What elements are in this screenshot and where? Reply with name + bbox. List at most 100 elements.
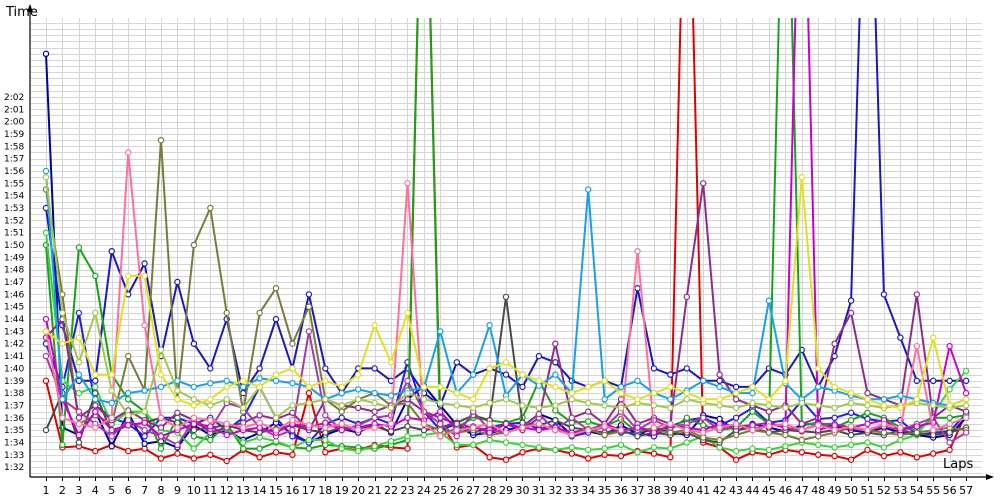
x-tick-label: 11: [203, 484, 217, 497]
x-tick-label: 27: [466, 484, 480, 497]
data-point: [831, 452, 838, 460]
data-point: [174, 377, 181, 384]
data-point: [59, 340, 66, 347]
data-point: [946, 446, 953, 454]
x-tick-label: 56: [943, 484, 957, 497]
data-point: [913, 291, 921, 298]
data-point: [831, 414, 838, 421]
tick-labels: 1:32 1:33 1:34 1:35 1:36 1:37 1:38 1:39 1:40 1:41…: [4, 93, 973, 497]
data-point: [502, 439, 510, 446]
data-point: [190, 420, 198, 428]
data-point: [371, 365, 378, 372]
data-point: [108, 426, 115, 434]
y-tick-label: 2:00: [4, 118, 24, 128]
data-point: [239, 424, 247, 431]
data-point: [683, 426, 691, 434]
data-point: [897, 404, 904, 412]
y-tick-label: 2:02: [4, 93, 24, 103]
data-point: [601, 396, 608, 403]
data-point: [239, 383, 247, 391]
data-point: [667, 420, 674, 428]
data-point: [404, 445, 411, 452]
data-point: [880, 420, 888, 428]
data-point: [305, 328, 313, 335]
data-point: [864, 389, 871, 397]
data-point: [568, 444, 576, 451]
data-point: [289, 340, 296, 347]
data-point: [568, 396, 576, 403]
data-point: [437, 420, 444, 428]
x-tick-label: 31: [532, 484, 546, 497]
data-point: [207, 451, 214, 458]
y-tick-label: 1:45: [4, 303, 24, 313]
x-tick-label: 45: [762, 484, 776, 497]
data-point: [634, 424, 641, 431]
data-point: [519, 402, 526, 409]
data-point: [207, 402, 214, 409]
x-tick-label: 18: [318, 484, 332, 497]
data-point: [519, 449, 526, 456]
data-point: [92, 424, 99, 431]
data-point: [272, 315, 280, 323]
data-point: [535, 404, 543, 412]
data-point: [716, 377, 723, 384]
data-point: [223, 457, 230, 465]
data-point: [847, 409, 855, 416]
data-point: [453, 420, 460, 428]
data-point: [815, 422, 822, 429]
data-point: [108, 433, 115, 440]
y-tick-label: 1:59: [4, 130, 24, 140]
data-point: [174, 424, 181, 431]
data-point: [305, 436, 313, 444]
data-point: [897, 334, 904, 341]
data-point: [486, 399, 493, 407]
x-tick-label: 50: [844, 484, 858, 497]
data-point: [239, 404, 247, 412]
data-point: [798, 426, 806, 434]
data-point: [585, 408, 592, 415]
x-tick-label: 41: [696, 484, 710, 497]
x-axis-title: Laps: [943, 457, 973, 472]
data-point: [601, 445, 608, 452]
data-point: [42, 167, 50, 175]
data-point: [765, 408, 773, 415]
data-point: [700, 377, 707, 384]
data-point: [141, 408, 148, 415]
data-point: [880, 291, 888, 298]
data-point: [716, 424, 723, 431]
data-point: [913, 429, 921, 436]
data-point: [124, 422, 132, 429]
data-point: [59, 441, 66, 449]
x-tick-label: 37: [630, 484, 644, 497]
x-tick-label: 33: [565, 484, 579, 497]
data-point: [930, 426, 937, 434]
x-tick-label: 3: [75, 484, 82, 497]
data-point: [42, 315, 50, 323]
y-tick-label: 1:49: [4, 253, 24, 263]
data-point: [765, 429, 773, 436]
x-tick-label: 44: [745, 484, 759, 497]
data-point: [749, 408, 756, 415]
data-point: [453, 389, 460, 397]
y-tick-label: 1:42: [4, 340, 24, 350]
data-point: [897, 449, 904, 456]
x-tick-label: 52: [877, 484, 891, 497]
x-tick-label: 16: [285, 484, 299, 497]
data-point: [387, 438, 395, 445]
data-point: [519, 383, 526, 391]
data-point: [355, 447, 362, 455]
data-point: [75, 389, 83, 397]
data-point: [962, 389, 970, 397]
data-point: [305, 389, 313, 397]
data-point: [108, 247, 115, 255]
x-tick-label: 6: [125, 484, 132, 497]
data-point: [157, 414, 165, 421]
data-point: [601, 402, 608, 409]
data-point: [404, 309, 411, 317]
data-point: [437, 433, 444, 440]
data-point: [272, 371, 280, 378]
data-point: [732, 456, 740, 463]
data-point: [749, 389, 756, 397]
x-tick-label: 55: [926, 484, 940, 497]
